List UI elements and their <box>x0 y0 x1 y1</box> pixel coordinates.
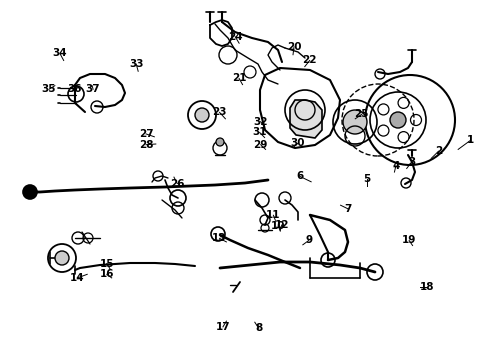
Text: 24: 24 <box>228 32 243 42</box>
Text: 32: 32 <box>253 117 268 127</box>
Text: 7: 7 <box>344 204 352 214</box>
Circle shape <box>398 98 409 108</box>
Circle shape <box>23 185 37 199</box>
Text: 37: 37 <box>86 84 100 94</box>
Text: 28: 28 <box>139 140 153 150</box>
Text: 27: 27 <box>139 129 153 139</box>
Circle shape <box>378 125 389 136</box>
Text: 14: 14 <box>70 273 85 283</box>
Circle shape <box>55 251 69 265</box>
Text: 17: 17 <box>216 322 230 332</box>
Text: 36: 36 <box>67 84 82 94</box>
Circle shape <box>343 110 367 134</box>
Text: 6: 6 <box>296 171 303 181</box>
Text: 18: 18 <box>420 282 435 292</box>
Text: 29: 29 <box>253 140 268 150</box>
Text: 21: 21 <box>232 73 246 84</box>
Text: 22: 22 <box>302 55 317 66</box>
Text: 23: 23 <box>212 107 227 117</box>
Circle shape <box>390 112 406 128</box>
Polygon shape <box>290 100 322 138</box>
Text: 19: 19 <box>402 235 416 246</box>
Text: 15: 15 <box>99 258 114 269</box>
Text: 10: 10 <box>271 221 286 231</box>
Text: 25: 25 <box>354 109 369 120</box>
Text: 12: 12 <box>274 220 289 230</box>
Text: 4: 4 <box>392 161 400 171</box>
Text: 13: 13 <box>212 233 227 243</box>
Text: 1: 1 <box>467 135 474 145</box>
Circle shape <box>378 104 389 115</box>
Text: 34: 34 <box>52 48 67 58</box>
Circle shape <box>411 114 421 126</box>
Text: 30: 30 <box>291 138 305 148</box>
Circle shape <box>216 138 224 146</box>
Text: 5: 5 <box>363 174 370 184</box>
Circle shape <box>195 108 209 122</box>
Text: 2: 2 <box>435 146 442 156</box>
Circle shape <box>398 132 409 143</box>
Text: 20: 20 <box>287 42 301 52</box>
Text: 16: 16 <box>99 269 114 279</box>
Text: 8: 8 <box>255 323 262 333</box>
Text: 31: 31 <box>252 127 267 138</box>
Text: 3: 3 <box>408 157 415 167</box>
Text: 33: 33 <box>129 59 144 69</box>
Text: 35: 35 <box>42 84 56 94</box>
Text: 9: 9 <box>305 235 312 246</box>
Text: 11: 11 <box>266 210 281 220</box>
Text: 26: 26 <box>170 179 185 189</box>
